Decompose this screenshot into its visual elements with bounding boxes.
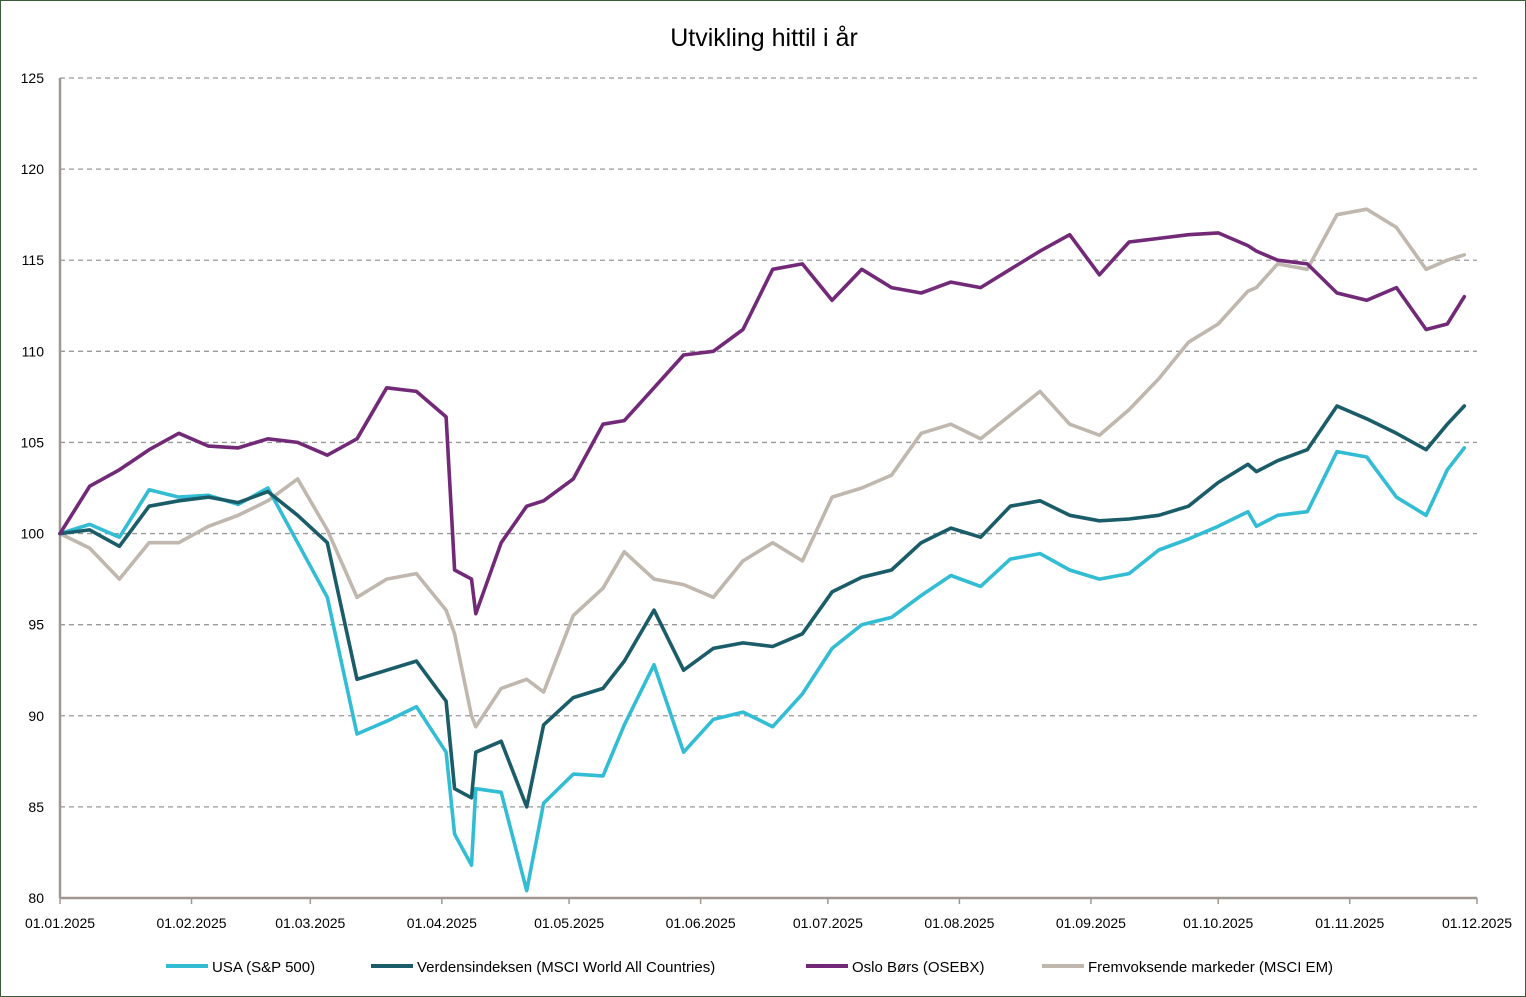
- x-tick-label: 01.11.2025: [1315, 915, 1384, 931]
- x-tick-label: 01.12.2025: [1442, 915, 1512, 931]
- axes: [58, 78, 1477, 900]
- x-tick-label: 01.08.2025: [924, 915, 994, 931]
- y-tick-label: 80: [28, 890, 44, 906]
- chart-title: Utvikling hittil i år: [670, 24, 858, 52]
- x-tick-label: 01.04.2025: [407, 915, 477, 931]
- legend: USA (S&P 500) Verdensindeksen (MSCI World…: [166, 959, 1333, 976]
- x-tick-label: 01.03.2025: [275, 915, 345, 931]
- y-axis-ticks: 80 85 90 95 100 105 110 115 120 125: [21, 70, 45, 906]
- x-tick-label: 01.10.2025: [1183, 915, 1253, 931]
- series-line-0: [58, 446, 1467, 893]
- y-tick-label: 90: [28, 708, 44, 724]
- y-tick-label: 110: [22, 343, 45, 359]
- legend-label-0: USA (S&P 500): [212, 959, 315, 976]
- legend-label-2: Oslo Børs (OSEBX): [852, 959, 985, 976]
- legend-label-1: Verdensindeksen (MSCI World All Countrie…: [417, 959, 715, 976]
- x-tick-label: 01.06.2025: [666, 915, 736, 931]
- series-lines: [58, 207, 1467, 893]
- x-tick-label: 01.02.2025: [156, 915, 226, 931]
- x-axis-ticks: 01.01.2025 01.02.2025 01.03.2025 01.04.2025…: [25, 898, 1512, 931]
- legend-label-3: Fremvoksende markeder (MSCI EM): [1088, 959, 1333, 976]
- y-tick-label: 95: [28, 617, 44, 633]
- x-tick-label: 01.07.2025: [793, 915, 863, 931]
- series-line-2: [58, 231, 1467, 616]
- gridlines: [60, 77, 1477, 808]
- y-tick-label: 115: [22, 252, 45, 268]
- series-line-3: [58, 207, 1467, 729]
- y-tick-label: 105: [21, 434, 45, 450]
- x-tick-label: 01.05.2025: [534, 915, 604, 931]
- y-tick-label: 100: [21, 526, 45, 542]
- y-tick-label: 120: [21, 161, 45, 177]
- x-tick-label: 01.01.2025: [25, 915, 95, 931]
- y-tick-label: 125: [21, 70, 45, 86]
- x-tick-label: 01.09.2025: [1056, 915, 1126, 931]
- series-line-1: [58, 404, 1467, 809]
- y-tick-label: 85: [28, 799, 44, 815]
